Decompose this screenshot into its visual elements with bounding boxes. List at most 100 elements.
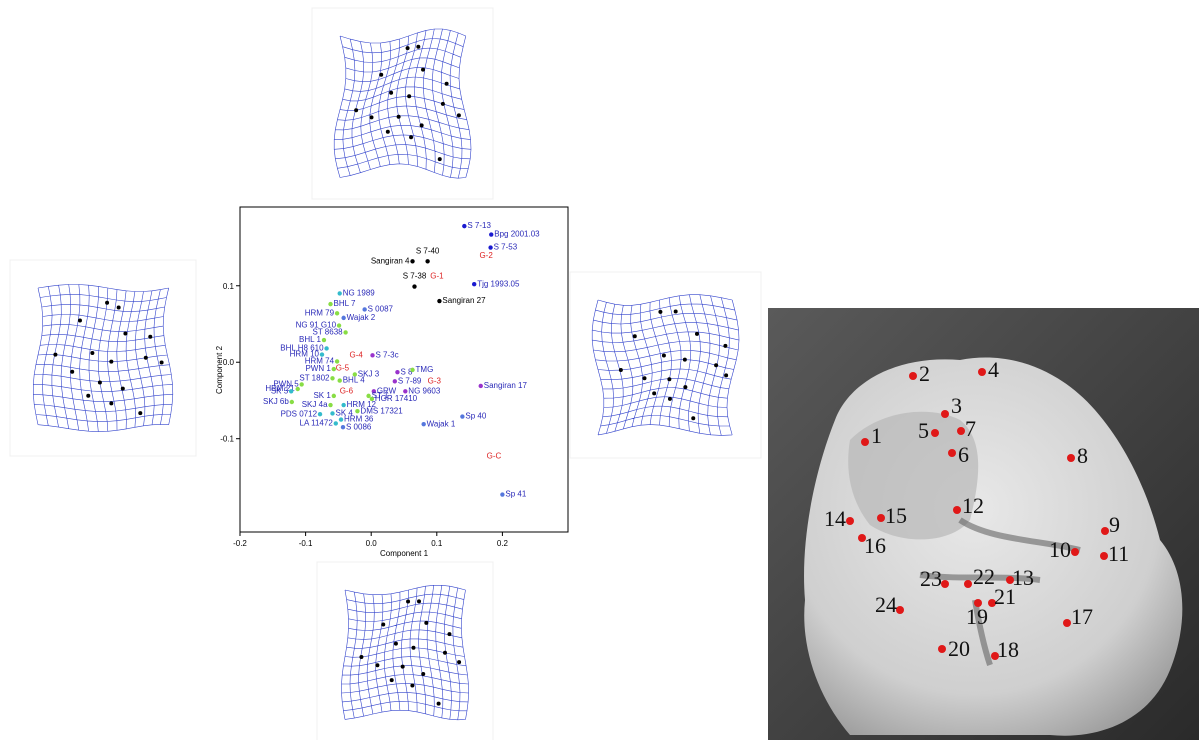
point-label: SKJ 3 — [358, 370, 380, 379]
landmark-dot — [948, 449, 956, 457]
point-label: NG 1989 — [343, 289, 376, 298]
group-label: G-4 — [350, 350, 364, 359]
x-tick-label: -0.2 — [233, 539, 247, 548]
cusp-shadow — [848, 411, 979, 540]
warp-landmark — [90, 350, 95, 355]
landmark-label: 9 — [1109, 512, 1120, 537]
warp-landmark — [440, 101, 445, 106]
warp-landmark — [456, 113, 461, 118]
warp-landmark — [385, 129, 390, 134]
point — [333, 421, 338, 426]
landmark-dot — [858, 534, 866, 542]
landmark-label: 20 — [948, 636, 970, 661]
point-label: Wajak 1 — [427, 419, 456, 428]
point — [324, 346, 329, 351]
landmark-dot — [861, 438, 869, 446]
point — [355, 408, 360, 414]
x-axis-label: Component 1 — [380, 549, 429, 558]
point — [336, 323, 342, 328]
landmark-label: 16 — [864, 533, 886, 558]
point — [371, 389, 377, 394]
warp-landmark — [714, 363, 719, 368]
warp-landmark — [419, 123, 424, 128]
warp-grid — [333, 28, 472, 179]
landmark-label: 10 — [1049, 537, 1071, 562]
warp-landmark — [632, 334, 637, 339]
warp-grid — [341, 585, 469, 721]
warp-landmark — [138, 411, 143, 416]
group-label: G-1 — [430, 272, 444, 281]
point-label: LA 11472 — [300, 419, 334, 428]
landmark-label: 18 — [997, 637, 1019, 662]
point-label: PWN 5 — [273, 380, 299, 389]
warp-landmark — [694, 331, 699, 336]
warp-landmark — [407, 94, 412, 99]
warp-landmark — [724, 373, 729, 378]
point-label: BHL 4 — [343, 376, 365, 385]
point — [317, 412, 323, 417]
warp-landmark — [53, 352, 58, 357]
landmark-label: 7 — [965, 416, 976, 441]
landmark-label: 22 — [973, 564, 995, 589]
point-label: S 7-53 — [494, 243, 518, 252]
warp-landmark — [109, 359, 114, 364]
landmark-dot — [877, 514, 885, 522]
point — [362, 307, 367, 312]
landmark-label: 14 — [824, 506, 846, 531]
landmark-label: 23 — [920, 566, 942, 591]
warp-landmark — [389, 678, 394, 683]
warp-landmark — [691, 416, 696, 421]
point-label: NG 9603 — [408, 386, 441, 395]
landmark-label: 24 — [875, 592, 897, 617]
warp-landmark — [148, 334, 153, 339]
warp-landmark — [143, 355, 148, 360]
point — [437, 298, 442, 304]
landmark-label: 19 — [966, 604, 988, 629]
landmark-label: 2 — [919, 361, 930, 386]
landmark-label: 6 — [958, 442, 969, 467]
landmark-dot — [941, 410, 949, 418]
x-tick-label: 0.1 — [431, 539, 443, 548]
point — [462, 223, 467, 229]
point — [395, 369, 400, 375]
warp-landmark — [97, 380, 102, 385]
warp-landmark — [400, 664, 405, 669]
warp-landmark — [618, 368, 623, 373]
point-label: S 0087 — [368, 305, 394, 314]
warp-landmark — [457, 660, 462, 665]
point — [295, 386, 300, 392]
point-label: GRW — [377, 386, 397, 395]
point — [343, 330, 348, 335]
point — [330, 376, 335, 381]
point — [288, 389, 294, 394]
point-label: SKJ 6b — [263, 397, 289, 406]
point-label: ST 1 — [372, 391, 389, 400]
group-label: G-5 — [336, 363, 350, 372]
landmark-dot — [978, 368, 986, 376]
warp-landmark — [116, 305, 121, 310]
point — [338, 417, 344, 422]
landmark-dot — [1100, 552, 1108, 560]
point — [330, 411, 335, 416]
grid-panel — [569, 271, 762, 459]
landmark-label: 17 — [1071, 604, 1093, 629]
landmark-dot — [909, 372, 917, 380]
warp-landmark — [673, 309, 678, 314]
landmark-dot — [991, 652, 999, 660]
warp-landmark — [661, 353, 666, 358]
warp-landmark — [77, 318, 82, 323]
point-label: Tjg 1993.05 — [477, 279, 520, 288]
point — [370, 353, 375, 358]
warp-landmark — [667, 396, 672, 401]
point — [410, 367, 415, 373]
point — [392, 379, 398, 384]
warp-landmark — [683, 385, 688, 390]
point — [328, 301, 333, 307]
landmark-dot — [964, 580, 972, 588]
landmark-dot — [938, 645, 946, 653]
warp-landmark — [123, 331, 128, 336]
point-label: ST 1802 — [299, 373, 330, 382]
warp-landmark — [70, 369, 75, 374]
landmark-label: 11 — [1108, 541, 1129, 566]
point — [331, 366, 337, 372]
